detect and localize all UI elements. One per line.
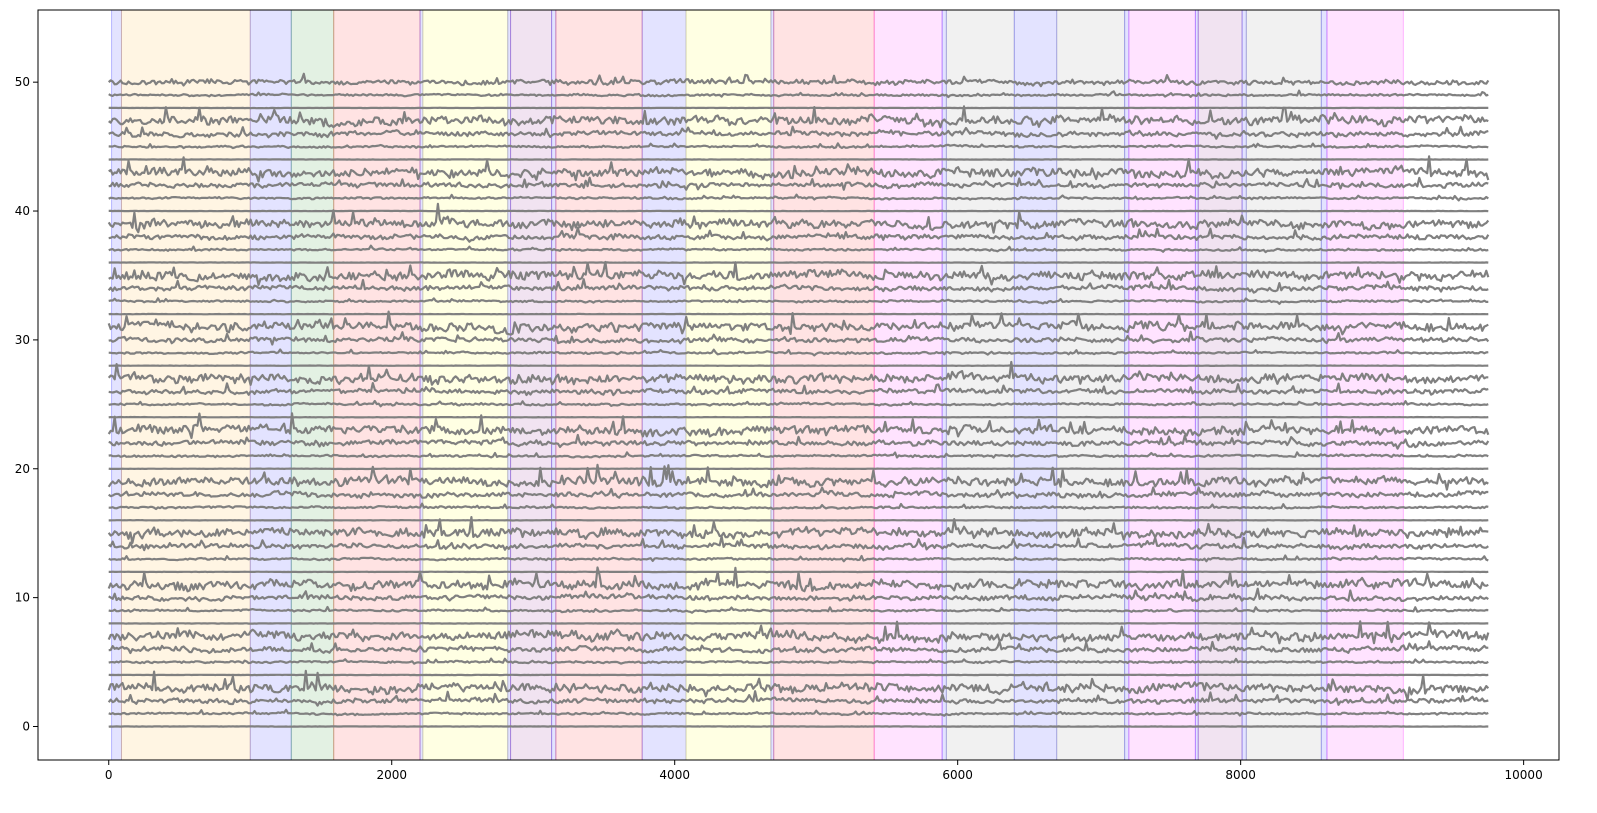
series-line xyxy=(108,657,1489,665)
series-line xyxy=(108,89,1489,99)
series-line xyxy=(108,155,1490,183)
series-line xyxy=(108,605,1489,614)
x-tick-label: 0 xyxy=(105,768,113,782)
series-line xyxy=(108,106,1489,110)
series-line xyxy=(108,158,1489,161)
series-line xyxy=(108,535,1489,552)
series-line xyxy=(108,467,1489,471)
series-line xyxy=(108,193,1489,202)
series-line xyxy=(108,486,1489,500)
y-tick-label: 0 xyxy=(22,719,30,733)
series-line xyxy=(108,708,1489,717)
series-line xyxy=(107,620,1490,645)
series-line xyxy=(108,382,1489,397)
series-line xyxy=(108,433,1490,450)
series-line xyxy=(108,640,1489,655)
series-line xyxy=(108,330,1490,346)
y-tick-label: 40 xyxy=(15,204,30,218)
series-line xyxy=(108,297,1489,305)
y-tick-label: 50 xyxy=(15,75,30,89)
x-tick-label: 10000 xyxy=(1505,768,1543,782)
series-line xyxy=(108,125,1489,140)
x-tick-label: 4000 xyxy=(659,768,690,782)
series-line xyxy=(107,690,1489,707)
series-line xyxy=(107,202,1490,234)
series-line xyxy=(107,669,1490,702)
y-tick-label: 20 xyxy=(15,462,30,476)
series-line xyxy=(108,519,1489,522)
x-tick-label: 6000 xyxy=(942,768,973,782)
y-tick-label: 10 xyxy=(15,591,30,605)
series-line xyxy=(108,415,1489,419)
series-line xyxy=(108,142,1489,150)
series-line xyxy=(108,209,1489,213)
series-line xyxy=(108,554,1489,563)
series-line xyxy=(108,244,1489,254)
x-axis: 0 2000 4000 6000 8000 10000 xyxy=(105,760,1543,782)
series-line xyxy=(108,226,1490,243)
series-line xyxy=(108,348,1489,357)
series-line xyxy=(107,278,1489,294)
series-line xyxy=(108,502,1489,511)
series-line xyxy=(108,451,1489,459)
series-line xyxy=(107,360,1489,386)
x-tick-label: 8000 xyxy=(1225,768,1256,782)
series-line xyxy=(107,463,1489,491)
series-line xyxy=(107,310,1489,336)
series-line xyxy=(108,176,1489,191)
series-line xyxy=(107,412,1490,440)
series-line xyxy=(107,516,1489,544)
series-line xyxy=(108,105,1489,129)
x-tick-label: 2000 xyxy=(376,768,407,782)
y-tick-label: 30 xyxy=(15,333,30,347)
series-line xyxy=(108,587,1489,603)
y-axis: 0 10 20 30 40 50 xyxy=(15,75,38,733)
series-line xyxy=(107,72,1490,88)
series-line xyxy=(108,399,1489,408)
series-line xyxy=(108,673,1489,677)
series-line xyxy=(108,261,1489,264)
plot-frame xyxy=(37,9,1560,761)
series-line xyxy=(108,364,1489,367)
series-line xyxy=(108,260,1490,286)
series-lines xyxy=(107,72,1490,728)
